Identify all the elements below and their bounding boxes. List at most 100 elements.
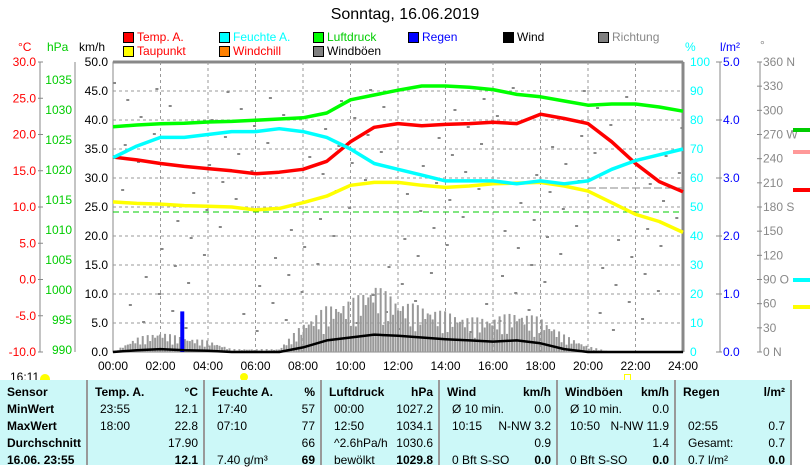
legend-label: Windchill [233,44,282,58]
direction-point [453,109,457,111]
direction-point [192,192,196,194]
table-row: 17.90 [95,435,198,452]
tick-direction: 120 [763,248,783,262]
direction-point [363,179,367,181]
table-row: Durchschnitt [7,435,81,452]
header-label: Temp. A. [95,385,145,399]
rain-bar [180,311,185,352]
tick-wind: 25.0 [85,200,109,214]
tick-time: 10:00 [335,359,365,373]
direction-point [559,253,563,255]
unit-rain: l/m² [720,40,740,54]
direction-point [429,272,433,274]
direction-point [348,207,352,209]
table-row: 18:00 22.8 [95,418,198,435]
tick-time: 20:00 [573,359,603,373]
legend-swatch [123,31,134,43]
tick-direction: 240 [763,152,783,166]
cell-label: MinWert [7,402,55,416]
direction-point [445,244,449,246]
direction-point [677,172,681,174]
direction-point [308,156,312,158]
header-label: Feuchte A. [212,385,273,399]
table-header: Luftdruck hPa [329,384,433,401]
table-row: bewölkt 1029.8 [329,452,433,469]
unit-temp: °C [18,40,32,54]
table-row: Ø 10 min. 0.0 [565,401,669,418]
table-header: Regen l/m² [683,384,785,401]
tick-wind: 5.0 [91,316,108,330]
direction-point [543,281,547,283]
direction-point [350,162,354,164]
direction-point [144,276,148,278]
tick-time: 04:00 [193,359,223,373]
direction-point [271,302,275,304]
direction-point [353,117,357,119]
direction-point [226,91,230,93]
table-row [683,401,785,418]
tick-temp: 15.0 [13,164,37,178]
direction-point [242,313,246,315]
series-line-feuchte-a- [112,126,684,186]
table-column: Feuchte A.% 17:40 57 07:10 77 66 7.40 g/m³ 69 [205,380,322,467]
cell-label [212,435,217,452]
legend-swatch [313,31,324,43]
legend-swatch [408,31,419,43]
cell-value: 1.4 [652,436,669,450]
tick-wind: 10.0 [85,287,109,301]
weather-chart: 30.0 25.0 20.0 15.0 10.0 5.0 0.0 -5.0 -10.0 1035 1… [9,55,810,373]
tick-humidity: 90 [690,84,704,98]
tick-time: 12:00 [383,359,413,373]
direction-point [205,209,209,211]
series-line-taupunkt [112,180,684,234]
direction-point [221,181,225,183]
tick-direction: 360 N [763,55,795,69]
cell-label: 10:15 [452,419,483,433]
cell-value: N-NW 11.9 [610,419,669,433]
tick-direction: 180 S [763,200,794,214]
header-unit: km/h [522,385,551,399]
header-unit: °C [184,385,198,399]
cell-value: 1027.2 [396,402,433,416]
series-line-luftdruck [112,84,684,129]
tick-wind: 35.0 [85,142,109,156]
tick-pressure: 995 [52,313,72,327]
cell-label [95,435,100,452]
tick-temp: 20.0 [13,128,37,142]
legend-item: Richtung [598,30,659,44]
direction-point [643,273,647,275]
cell-value: 12.1 [174,402,198,416]
legend-item: Regen [408,30,457,44]
tick-temp: 25.0 [13,91,37,105]
direction-point [516,247,520,249]
direction-point [237,153,241,155]
tick-rain: 5.0 [723,55,740,69]
direction-point [437,137,441,139]
legend-label: Taupunkt [137,44,186,58]
direction-point [369,89,373,91]
cell-label: 10:50 [570,419,601,433]
tick-pressure: 1030 [45,103,72,117]
legend-item: Luftdruck [313,30,376,44]
cell-label: 02:55 [688,419,719,433]
cell-label: 07:10 [217,419,248,433]
direction-point [287,274,291,276]
direction-point [316,263,320,265]
direction-point [593,152,597,154]
direction-point [664,155,668,157]
table-row: 7.40 g/m³ 69 [212,452,315,469]
direction-point [253,125,257,127]
direction-point [435,182,439,184]
legend-item: Taupunkt [123,44,186,58]
direction-point [139,116,143,118]
tick-pressure: 1025 [45,133,72,147]
header-label: Sensor [7,385,48,399]
tick-pressure: 1020 [45,163,72,177]
tick-humidity: 20 [690,287,704,301]
legend-label: Windböen [327,44,382,58]
tick-humidity: 70 [690,142,704,156]
direction-point [157,293,161,295]
direction-point [176,220,180,222]
table-header: Feuchte A.% [212,384,315,401]
partial-chart-mark [793,278,810,282]
